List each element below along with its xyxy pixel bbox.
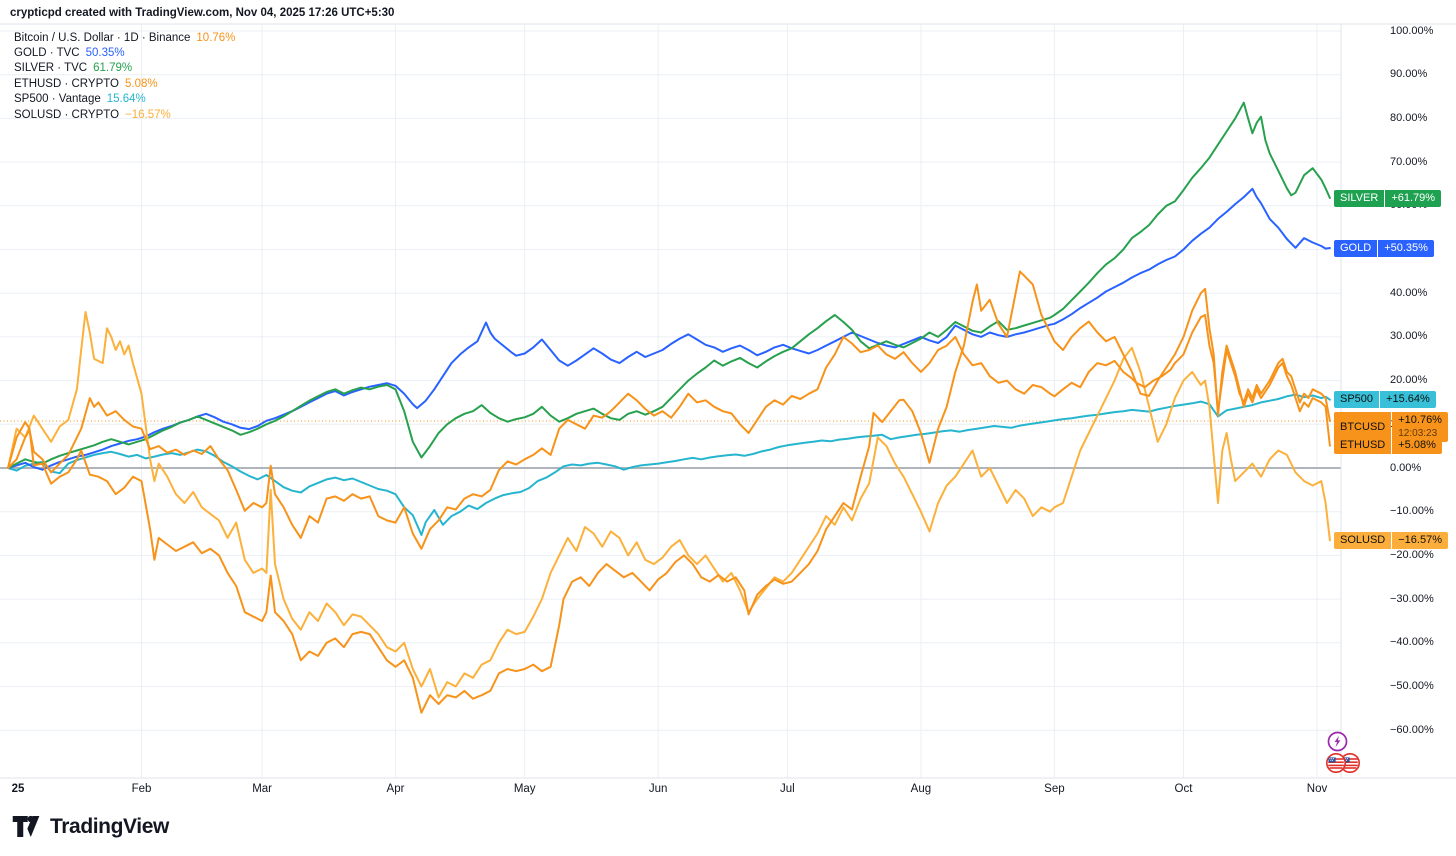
legend-row-ethusd[interactable]: ETHUSD · CRYPTO 5.08% xyxy=(14,76,235,91)
badge-change-value: −16.57% xyxy=(1398,533,1442,546)
series-line-sp500[interactable] xyxy=(7,393,1331,536)
legend-row-sp500[interactable]: SP500 · Vantage 15.64% xyxy=(14,92,235,107)
price-scale-label: 40.00% xyxy=(1390,286,1428,299)
price-badge-gold[interactable]: GOLD +50.35% xyxy=(1334,239,1434,257)
badge-value: −16.57% xyxy=(1392,531,1448,549)
time-axis-label: Nov xyxy=(1306,783,1328,795)
price-badge-silver[interactable]: SILVER +61.79% xyxy=(1334,189,1442,207)
footer: TradingView xyxy=(12,813,169,840)
badge-change-value: +61.79% xyxy=(1391,191,1436,204)
price-scale-label: 30.00% xyxy=(1390,330,1428,343)
price-scale-label: 0.00% xyxy=(1390,461,1422,474)
legend-symbol: Bitcoin / U.S. Dollar · 1D · Binance xyxy=(14,31,191,44)
time-axis-label: Sep xyxy=(1044,783,1065,795)
tradingview-logo-text[interactable]: TradingView xyxy=(50,814,169,838)
badge-change-value: +50.35% xyxy=(1384,241,1428,254)
badge-symbol-label: SOLUSD xyxy=(1334,531,1392,549)
legend-symbol: GOLD · TVC xyxy=(14,47,80,60)
badge-symbol-label: SP500 xyxy=(1334,391,1380,409)
legend-symbol: SOLUSD · CRYPTO xyxy=(14,108,120,121)
time-axis-label: Aug xyxy=(910,783,932,795)
price-scale-label: 80.00% xyxy=(1390,111,1428,124)
series-line-gold[interactable] xyxy=(7,187,1331,471)
legend-change-value: 15.64% xyxy=(106,93,146,106)
badge-change-value: +10.76% xyxy=(1398,414,1442,426)
price-scale-label: −20.00% xyxy=(1390,548,1434,561)
time-axis-label: Jul xyxy=(780,783,795,795)
price-badge-btcusd[interactable]: BTCUSD +10.76% 12:03:23 xyxy=(1334,412,1448,442)
badge-value: +15.64% xyxy=(1380,391,1436,409)
badge-change-value: +5.08% xyxy=(1398,439,1436,452)
badge-symbol-label: BTCUSD xyxy=(1334,412,1392,442)
price-scale-label: −50.00% xyxy=(1390,680,1434,692)
legend-row-btcusd[interactable]: Bitcoin / U.S. Dollar · 1D · Binance 10.7… xyxy=(14,30,235,45)
price-scale-label: −10.00% xyxy=(1390,505,1434,518)
attribution-text: crypticpd created with TradingView.com, … xyxy=(10,7,395,19)
bar-close-countdown: 12:03:23 xyxy=(1398,428,1438,439)
badge-value: +50.35% xyxy=(1378,239,1434,257)
price-badge-ethusd[interactable]: ETHUSD +5.08% xyxy=(1334,437,1442,455)
time-axis-label: 25 xyxy=(11,783,25,795)
time-axis-label: Feb xyxy=(131,783,152,795)
time-axis-label: May xyxy=(513,783,536,795)
time-axis-label: Oct xyxy=(1174,783,1193,795)
badge-symbol-label: SILVER xyxy=(1334,189,1385,207)
badge-change-value: +15.64% xyxy=(1386,393,1430,406)
lightning-event-icon[interactable] xyxy=(1327,731,1348,757)
price-badge-sp500[interactable]: SP500 +15.64% xyxy=(1334,391,1436,409)
badge-symbol-label: GOLD xyxy=(1334,239,1378,257)
badge-value: +61.79% xyxy=(1385,189,1442,207)
legend-symbol: ETHUSD · CRYPTO xyxy=(14,77,120,90)
badge-symbol-label: ETHUSD xyxy=(1334,437,1392,455)
us-flag-event-icon[interactable] xyxy=(1325,752,1347,779)
time-axis-label: Apr xyxy=(386,783,405,795)
price-scale-label: 100.00% xyxy=(1390,24,1434,37)
time-axis-label: Mar xyxy=(252,783,272,795)
legend-row-gold[interactable]: GOLD · TVC 50.35% xyxy=(14,45,235,60)
legend-change-value: 5.08% xyxy=(125,77,158,90)
price-scale-label: −40.00% xyxy=(1390,636,1434,649)
price-scale-label: 70.00% xyxy=(1390,155,1428,168)
legend-change-value: 50.35% xyxy=(85,47,125,60)
price-scale-label: −30.00% xyxy=(1390,592,1434,605)
price-scale-label: −60.00% xyxy=(1390,723,1434,736)
badge-value: +5.08% xyxy=(1392,437,1442,455)
price-scale-label: 20.00% xyxy=(1390,374,1428,387)
price-badge-solusd[interactable]: SOLUSD −16.57% xyxy=(1334,531,1448,549)
legend-symbol: SILVER · TVC xyxy=(14,62,88,75)
legend-change-value: 61.79% xyxy=(93,62,133,75)
legend: Bitcoin / U.S. Dollar · 1D · Binance 10.7… xyxy=(14,30,235,122)
legend-change-value: −16.57% xyxy=(125,108,171,121)
time-axis-label: Jun xyxy=(648,783,668,795)
series-line-solusd[interactable] xyxy=(7,311,1331,699)
series-line-ethusd[interactable] xyxy=(7,270,1331,714)
series-line-btcusd[interactable] xyxy=(7,314,1331,550)
legend-row-solusd[interactable]: SOLUSD · CRYPTO −16.57% xyxy=(14,107,235,122)
legend-change-value: 10.76% xyxy=(196,31,236,44)
legend-symbol: SP500 · Vantage xyxy=(14,93,101,106)
price-scale-label: 90.00% xyxy=(1390,68,1428,81)
badge-value: +10.76% 12:03:23 xyxy=(1392,412,1448,442)
legend-row-silver[interactable]: SILVER · TVC 61.79% xyxy=(14,61,235,76)
series-line-silver[interactable] xyxy=(7,101,1331,469)
tradingview-logo-icon[interactable] xyxy=(12,813,42,840)
